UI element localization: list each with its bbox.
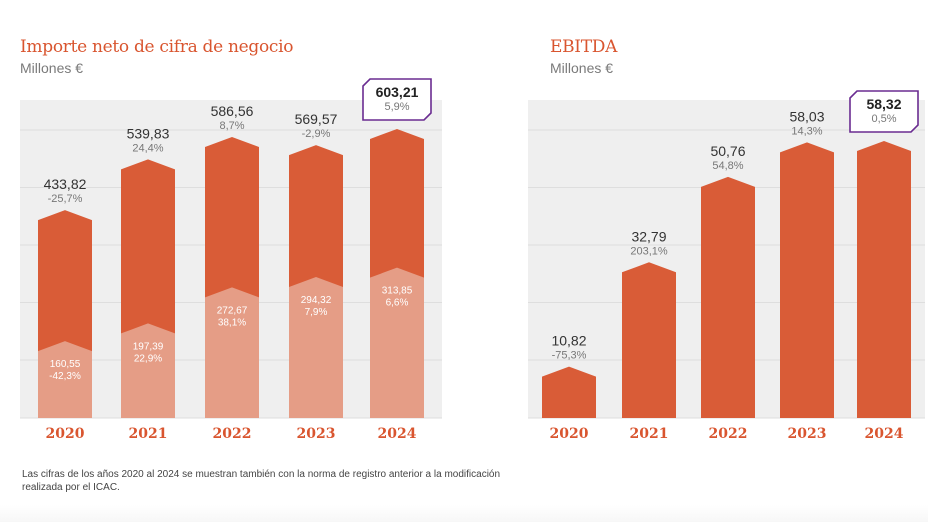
ebitda-value-label: 50,76 [710,143,745,159]
revenue-sub-growth-label: 6,6% [386,298,409,309]
revenue-value-label: 569,57 [295,111,338,127]
revenue-sub-value-label: 160,55 [50,359,81,370]
ebitda-bar-2024 [857,141,911,418]
revenue-value-label: 433,82 [44,176,87,192]
revenue-x-tick-label: 2021 [129,426,168,442]
revenue-growth-label: -2,9% [302,128,331,140]
revenue-sub-bar-2023 [289,276,343,418]
chart-title-revenue: Importe neto de cifra de negocio [20,37,294,57]
ebitda-value-label: 32,79 [631,228,666,244]
revenue-sub-growth-label: 22,9% [134,353,162,364]
ebitda-highlight-box [849,90,919,133]
revenue-sub-growth-label: -42,3% [49,371,81,382]
ebitda-x-tick-label: 2021 [630,426,669,442]
ebitda-bar-2023 [780,142,834,419]
revenue-value-label-highlight: 603,21 [376,84,419,100]
revenue-x-tick-label: 2023 [297,426,336,442]
revenue-sub-value-label: 313,85 [382,286,413,297]
ebitda-bar-2022 [701,176,755,418]
ebitda-growth-label: -75,3% [552,350,587,362]
ebitda-x-tick-label: 2022 [709,426,748,442]
revenue-growth-label: 8,7% [219,120,244,132]
revenue-sub-bar-2020 [38,341,92,418]
revenue-value-label: 586,56 [211,103,254,119]
ebitda-growth-label: 54,8% [712,160,743,172]
chart-title-ebitda: EBITDA [550,37,618,57]
revenue-growth-label-highlight: 5,9% [384,101,409,113]
revenue-sub-value-label: 272,67 [217,305,248,316]
revenue-growth-label: -25,7% [48,193,83,205]
revenue-value-label: 539,83 [127,125,170,141]
revenue-sub-bar-2021 [121,323,175,418]
ebitda-bar-2021 [622,262,676,418]
ebitda-growth-label-highlight: 0,5% [871,113,896,125]
ebitda-x-tick-label: 2023 [788,426,827,442]
footnote: Las cifras de los años 2020 al 2024 se m… [22,469,501,493]
revenue-x-tick-label: 2022 [213,426,252,442]
bottom-fade [0,505,928,522]
revenue-x-tick-label: 2020 [46,426,85,442]
ebitda-value-label: 10,82 [551,333,586,349]
ebitda-value-label: 58,03 [789,108,824,124]
chart-subtitle-ebitda: Millones € [550,60,614,76]
ebitda-growth-label: 203,1% [630,245,668,257]
revenue-growth-label: 24,4% [132,142,163,154]
ebitda-bar-2020 [542,366,596,418]
ebitda-growth-label: 14,3% [791,125,822,137]
ebitda-x-tick-label: 2024 [865,426,904,442]
revenue-sub-bar-2022 [205,287,259,418]
revenue-sub-value-label: 294,32 [301,295,332,306]
revenue-sub-value-label: 197,39 [133,341,164,352]
ebitda-value-label-highlight: 58,32 [866,96,901,112]
revenue-sub-bar-2024 [370,267,424,418]
revenue-sub-growth-label: 38,1% [218,317,246,328]
revenue-x-tick-label: 2024 [378,426,417,442]
ebitda-x-tick-label: 2020 [550,426,589,442]
chart-subtitle-revenue: Millones € [20,60,84,76]
revenue-highlight-box [362,78,432,121]
revenue-sub-growth-label: 7,9% [305,307,328,318]
